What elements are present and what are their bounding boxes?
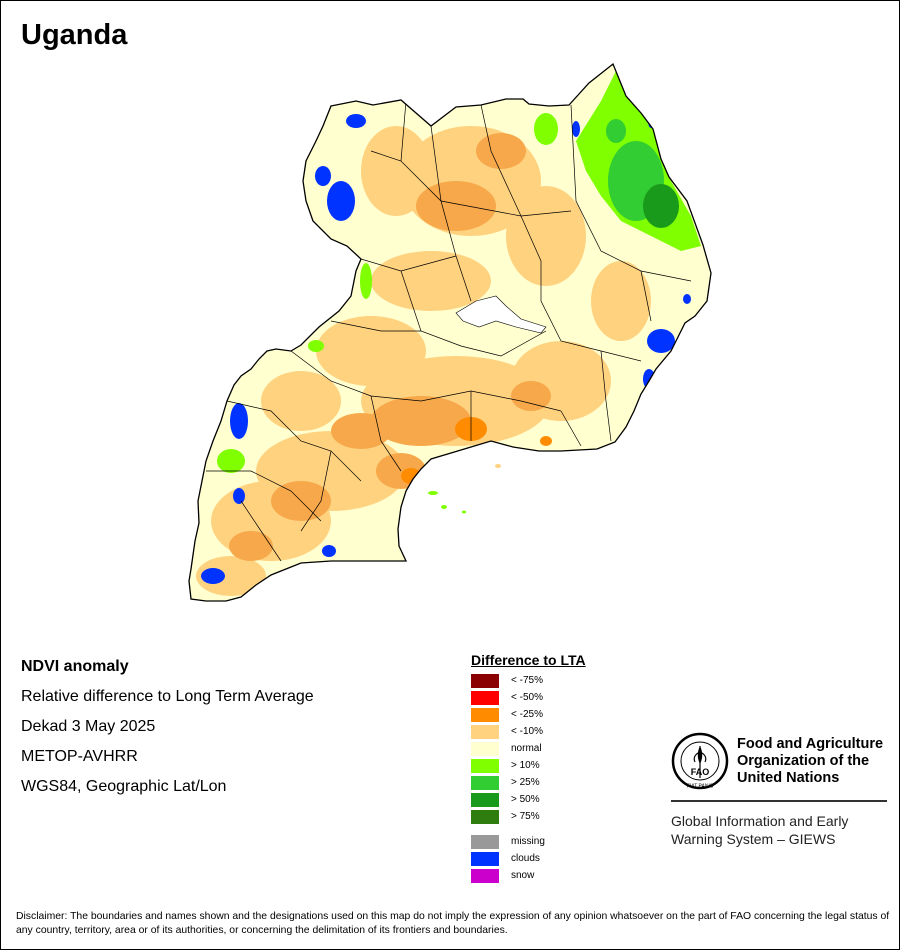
legend-swatch — [471, 758, 499, 773]
product-description: Relative difference to Long Term Average — [21, 688, 314, 705]
map-title: Uganda — [21, 19, 128, 51]
legend-item: < -25% — [471, 706, 586, 723]
cloud-patches — [201, 114, 691, 584]
legend-item: > 50% — [471, 791, 586, 808]
uganda-ndvi-map — [188, 62, 712, 602]
legend-label: > 10% — [511, 760, 540, 771]
product-period: Dekad 3 May 2025 — [21, 718, 156, 735]
legend-swatch — [471, 834, 499, 849]
legend-item: > 10% — [471, 757, 586, 774]
legend-classes: < -75% < -50% < -25% < -10% normal > 10% — [471, 672, 586, 825]
lake-victoria-islands — [428, 464, 501, 514]
legend-label: missing — [511, 836, 545, 847]
legend-label: > 50% — [511, 794, 540, 805]
legend-item: normal — [471, 740, 586, 757]
fao-motto: FIAT PANIS — [687, 784, 714, 790]
legend-swatch — [471, 809, 499, 824]
legend-swatch — [471, 775, 499, 790]
fao-name-line: Organization of the — [737, 752, 870, 769]
legend-swatch — [471, 851, 499, 866]
legend-label: > 25% — [511, 777, 540, 788]
legend-item: > 25% — [471, 774, 586, 791]
fao-emblem-icon: FAO FIAT PANIS — [671, 732, 729, 790]
anomaly-layer — [196, 71, 701, 596]
legend-label: < -25% — [511, 709, 543, 720]
legend-label: snow — [511, 870, 535, 881]
legend-swatch — [471, 724, 499, 739]
product-sensor: METOP-AVHRR — [21, 748, 138, 765]
legend-label: < -50% — [511, 692, 543, 703]
fao-name-line: United Nations — [737, 769, 840, 786]
legend-swatch — [471, 868, 499, 883]
legend-item: clouds — [471, 850, 586, 867]
giews-name-line: Global Information and Early — [671, 813, 849, 829]
legend-label: > 75% — [511, 811, 540, 822]
legend-label: clouds — [511, 853, 540, 864]
legend-swatch — [471, 741, 499, 756]
legend-item: > 75% — [471, 808, 586, 825]
legend-label: < -10% — [511, 726, 543, 737]
positive-anomaly-patches — [217, 71, 701, 473]
legend-label: normal — [511, 743, 542, 754]
legend-special: missing clouds snow — [471, 833, 586, 884]
giews-name: Global Information and Early Warning Sys… — [671, 812, 891, 848]
legend-label: < -75% — [511, 675, 543, 686]
legend-item: < -10% — [471, 723, 586, 740]
legend-item: < -50% — [471, 689, 586, 706]
fao-name-line: Food and Agriculture — [737, 735, 884, 752]
anomaly-minus25-patches — [229, 133, 551, 561]
fao-giews-logo: FAO FIAT PANIS Food and Agriculture Orga… — [671, 732, 891, 848]
product-name: NDVI anomaly — [21, 658, 129, 675]
district-boundaries — [206, 100, 692, 562]
disclaimer: Disclaimer: The boundaries and names sho… — [16, 911, 890, 936]
legend-title: Difference to LTA — [471, 652, 586, 668]
legend-swatch — [471, 792, 499, 807]
product-projection: WGS84, Geographic Lat/Lon — [21, 778, 227, 795]
fao-name: Food and Agriculture Organization of the… — [737, 736, 883, 787]
lake-kyoga — [455, 295, 547, 334]
legend-item: snow — [471, 867, 586, 884]
giews-name-line: Warning System – GIEWS — [671, 831, 836, 847]
legend-swatch — [471, 673, 499, 688]
legend-swatch — [471, 690, 499, 705]
legend: Difference to LTA < -75% < -50% < -25% <… — [471, 652, 586, 884]
legend-item: missing — [471, 833, 586, 850]
uganda-border — [188, 62, 712, 602]
legend-item: < -75% — [471, 672, 586, 689]
legend-swatch — [471, 707, 499, 722]
logo-divider — [671, 800, 887, 802]
fao-emblem-text: FAO — [691, 767, 710, 777]
